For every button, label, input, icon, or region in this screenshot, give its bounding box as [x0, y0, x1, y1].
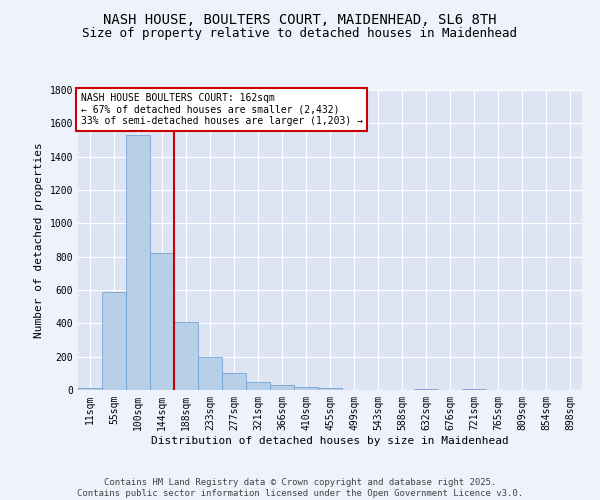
- Bar: [198, 356, 222, 390]
- Bar: [414, 389, 438, 390]
- Bar: [294, 386, 318, 390]
- Text: Contains HM Land Registry data © Crown copyright and database right 2025.
Contai: Contains HM Land Registry data © Crown c…: [77, 478, 523, 498]
- Bar: [126, 135, 150, 390]
- Bar: [102, 292, 126, 390]
- X-axis label: Distribution of detached houses by size in Maidenhead: Distribution of detached houses by size …: [151, 436, 509, 446]
- Y-axis label: Number of detached properties: Number of detached properties: [34, 142, 44, 338]
- Bar: [222, 374, 246, 390]
- Text: Size of property relative to detached houses in Maidenhead: Size of property relative to detached ho…: [83, 28, 517, 40]
- Bar: [462, 389, 486, 390]
- Bar: [246, 382, 270, 390]
- Bar: [174, 322, 198, 390]
- Bar: [270, 385, 294, 390]
- Bar: [150, 254, 174, 390]
- Text: NASH HOUSE, BOULTERS COURT, MAIDENHEAD, SL6 8TH: NASH HOUSE, BOULTERS COURT, MAIDENHEAD, …: [103, 12, 497, 26]
- Bar: [78, 388, 102, 390]
- Text: NASH HOUSE BOULTERS COURT: 162sqm
← 67% of detached houses are smaller (2,432)
3: NASH HOUSE BOULTERS COURT: 162sqm ← 67% …: [80, 93, 362, 126]
- Bar: [318, 388, 342, 390]
